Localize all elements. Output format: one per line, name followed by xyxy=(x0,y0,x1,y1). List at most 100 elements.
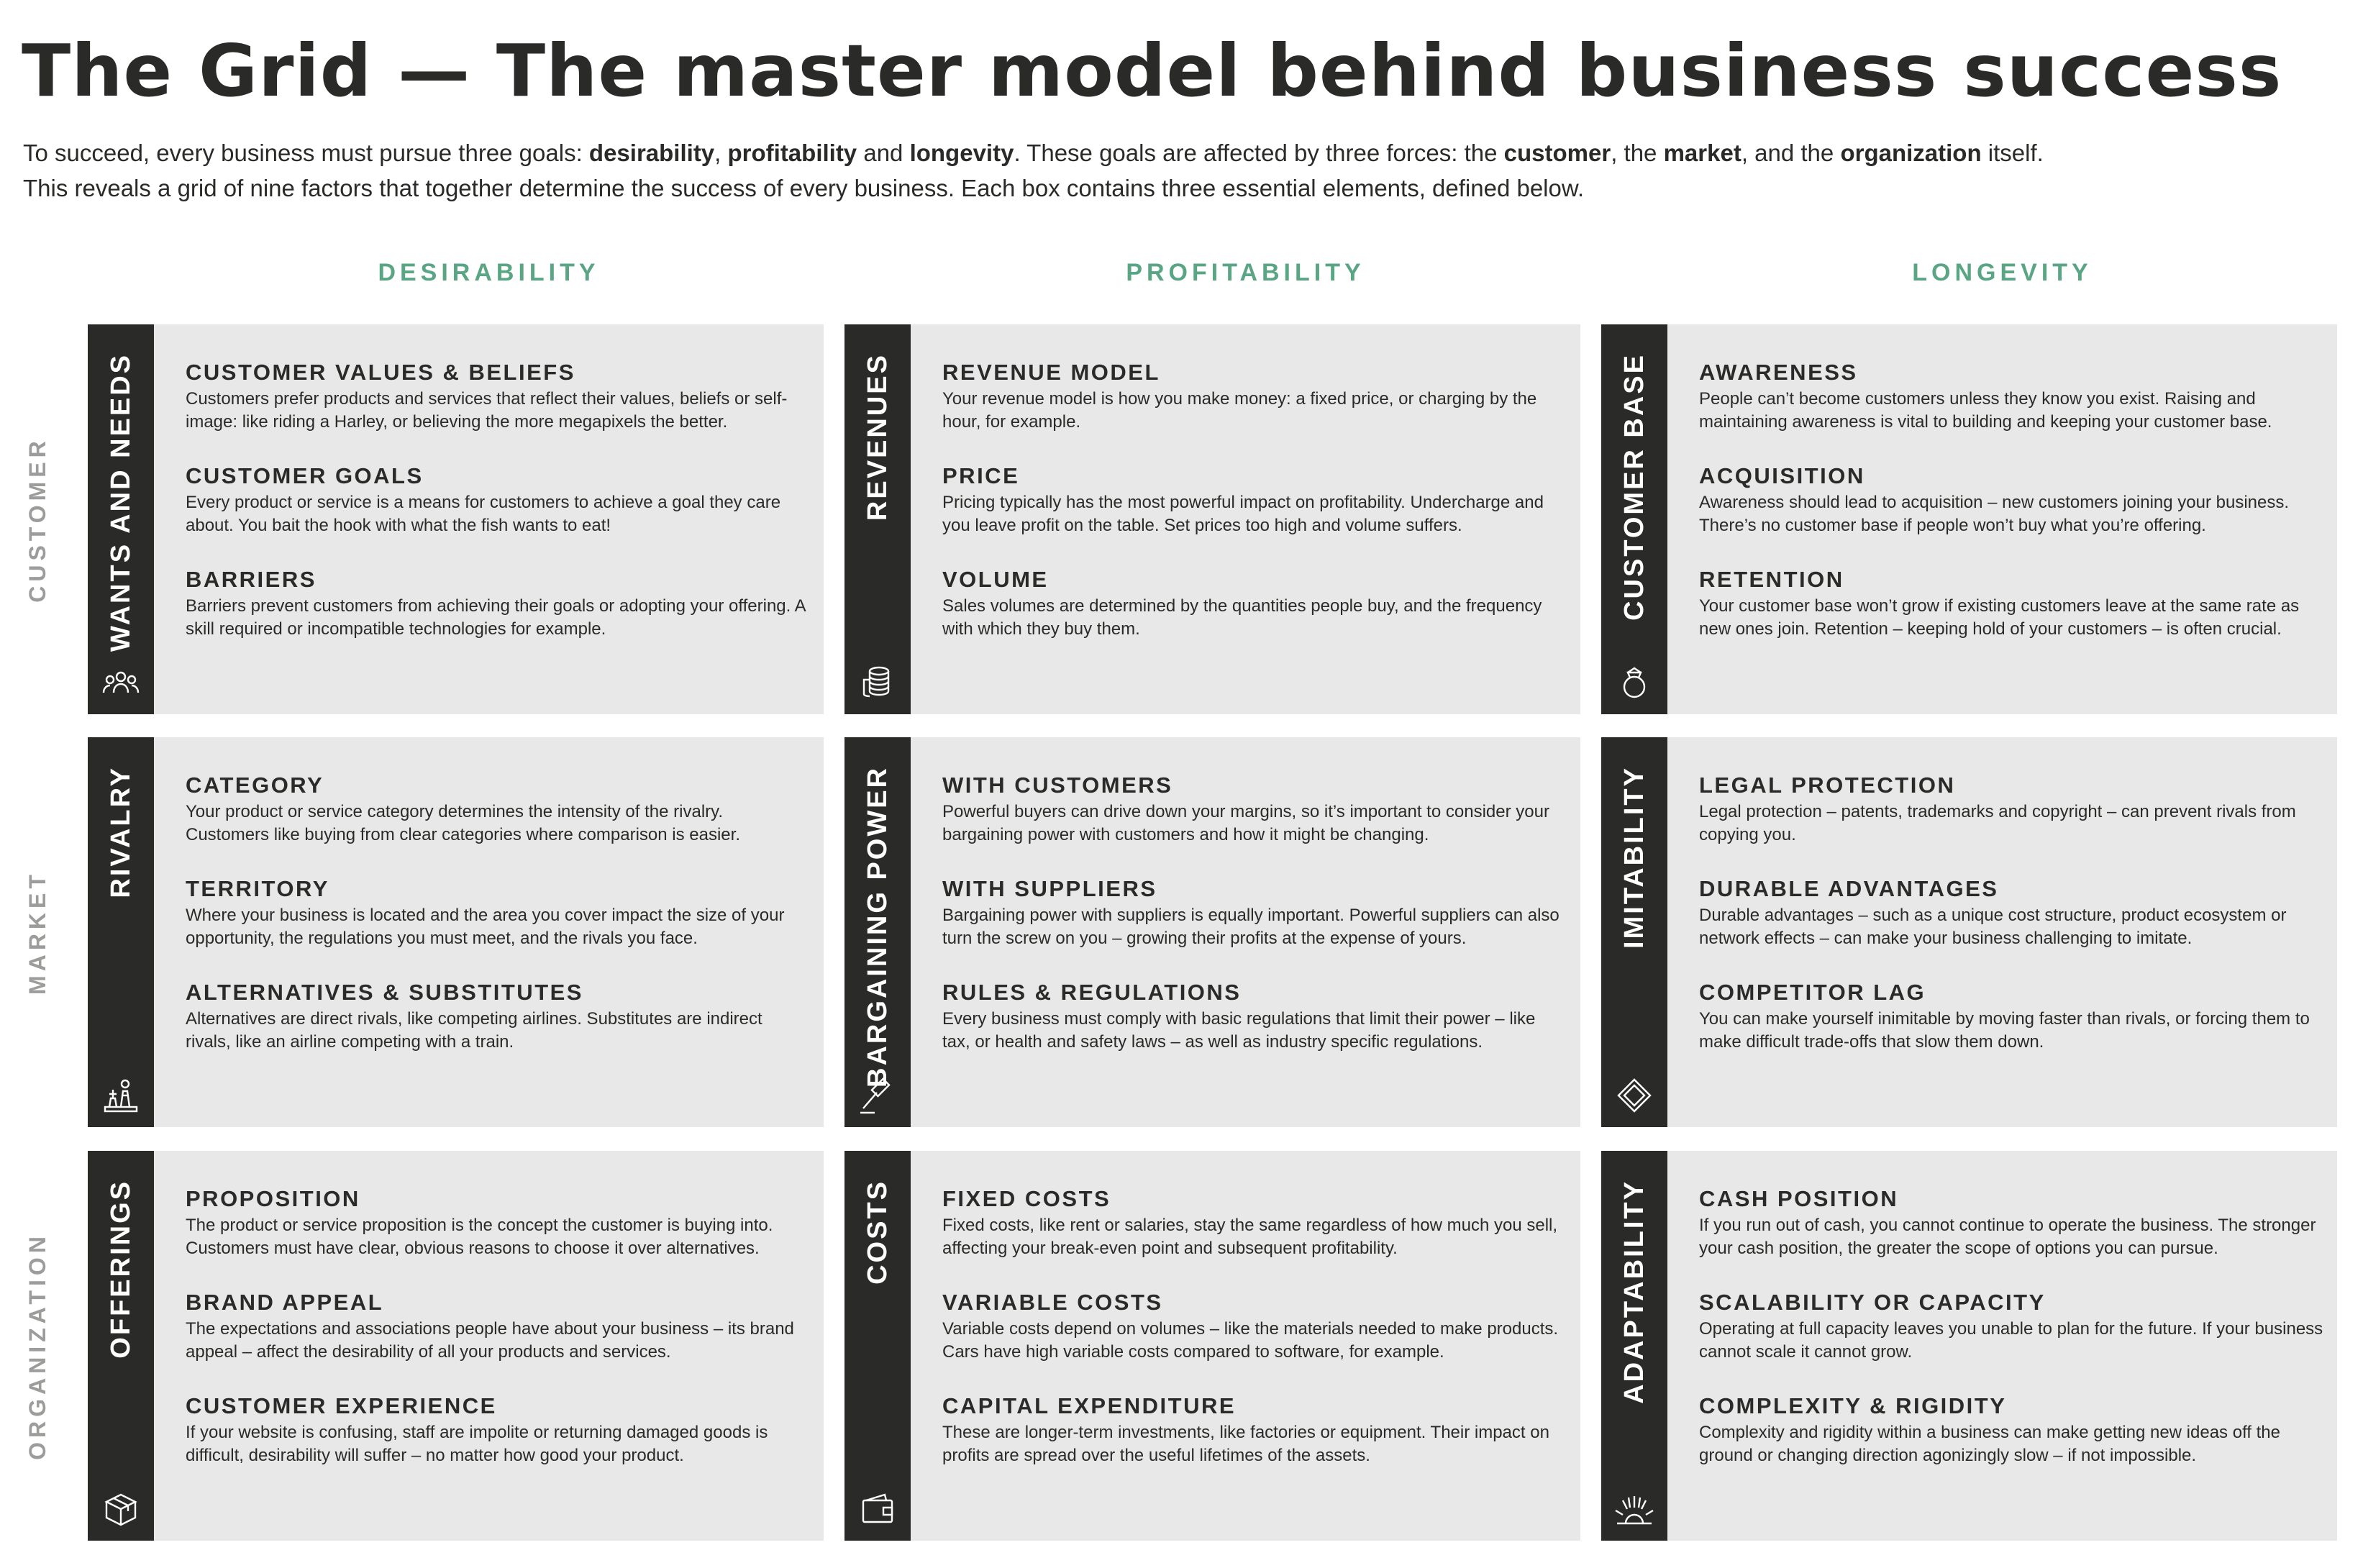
grid-cell-customer-base: CUSTOMER BASE AWARENESS People can’t becom… xyxy=(1601,324,2337,714)
element-title: CUSTOMER EXPERIENCE xyxy=(186,1393,497,1418)
element-item: BARRIERS Barriers prevent customers from … xyxy=(186,566,811,670)
row-header-organization: ORGANIZATION xyxy=(23,1151,52,1541)
element-description: Bargaining power with suppliers is equal… xyxy=(942,906,1560,948)
column-header-desirability: DESIRABILITY xyxy=(378,259,600,286)
element-description: If your website is confusing, staff are … xyxy=(186,1423,768,1465)
element-description: Barriers prevent customers from achievin… xyxy=(186,596,806,639)
intro-line-2: This reveals a grid of nine factors that… xyxy=(23,175,1585,201)
diamond-icon xyxy=(1614,1075,1654,1116)
element-description: Your customer base won’t grow if existin… xyxy=(1699,596,2300,639)
sunrise-icon xyxy=(1614,1489,1654,1529)
grid-cell-adaptability: ADAPTABILITY CASH POSITION If you run out … xyxy=(1601,1151,2337,1541)
element-item: LEGAL PROTECTION Legal protection – paten… xyxy=(1699,772,2324,875)
cell-elements: CATEGORY Your product or service category… xyxy=(186,772,811,1082)
cell-label: REVENUES xyxy=(862,353,893,521)
cell-side-bar: REVENUES xyxy=(844,324,911,714)
cell-side-bar: RIVALRY xyxy=(88,737,154,1127)
grid-cell-imitability: IMITABILITY LEGAL PROTECTION Legal protect… xyxy=(1601,737,2337,1127)
element-item: CUSTOMER GOALS Every product or service i… xyxy=(186,462,811,566)
cell-side-bar: IMITABILITY xyxy=(1601,737,1667,1127)
element-description: You can make yourself inimitable by movi… xyxy=(1699,1009,2310,1052)
element-description: These are longer-term investments, like … xyxy=(942,1423,1549,1465)
grid-cell-costs: COSTS FIXED COSTS Fixed costs, like rent o… xyxy=(844,1151,1580,1541)
element-title: CUSTOMER VALUES & BELIEFS xyxy=(186,360,575,385)
element-description: Legal protection – patents, trademarks a… xyxy=(1699,802,2296,844)
element-description: Customers prefer products and services t… xyxy=(186,389,788,432)
element-description: Your product or service category determi… xyxy=(186,802,740,844)
element-item: WITH CUSTOMERS Powerful buyers can drive … xyxy=(942,772,1567,875)
intro-segment: To succeed, every business must pursue t… xyxy=(23,140,589,166)
intro-keyword: desirability xyxy=(588,140,715,166)
element-title: DURABLE ADVANTAGES xyxy=(1699,876,1999,901)
element-title: COMPETITOR LAG xyxy=(1699,980,1926,1005)
cell-label: ADAPTABILITY xyxy=(1619,1180,1649,1404)
element-description: Awareness should lead to acquisition – n… xyxy=(1699,493,2290,535)
element-item: ALTERNATIVES & SUBSTITUTES Alternatives a… xyxy=(186,979,811,1082)
people-icon xyxy=(101,662,141,703)
intro-keyword: profitability xyxy=(727,140,857,166)
element-description: The expectations and associations people… xyxy=(186,1319,794,1362)
row-header-label: MARKET xyxy=(24,870,50,995)
intro-segment: itself. xyxy=(1981,140,2044,166)
cell-side-bar: ADAPTABILITY xyxy=(1601,1151,1667,1541)
element-title: ALTERNATIVES & SUBSTITUTES xyxy=(186,980,583,1005)
element-description: Alternatives are direct rivals, like com… xyxy=(186,1009,762,1052)
element-item: BRAND APPEAL The expectations and associa… xyxy=(186,1289,811,1392)
element-description: Every product or service is a means for … xyxy=(186,493,781,535)
cell-elements: REVENUE MODEL Your revenue model is how y… xyxy=(942,359,1567,670)
box-icon xyxy=(101,1489,141,1529)
intro-text: To succeed, every business must pursue t… xyxy=(23,135,2339,206)
element-description: If you run out of cash, you cannot conti… xyxy=(1699,1216,2316,1258)
element-description: Durable advantages – such as a unique co… xyxy=(1699,906,2287,948)
element-item: PRICE Pricing typically has the most powe… xyxy=(942,462,1567,566)
element-title: REVENUE MODEL xyxy=(942,360,1160,385)
element-item: VOLUME Sales volumes are determined by th… xyxy=(942,566,1567,670)
row-header-customer: CUSTOMER xyxy=(23,324,52,714)
element-description: Every business must comply with basic re… xyxy=(942,1009,1536,1052)
intro-segment: and xyxy=(857,140,910,166)
element-title: RULES & REGULATIONS xyxy=(942,980,1242,1005)
intro-keyword: organization xyxy=(1840,140,1982,166)
grid-cell-revenues: REVENUES REVENUE MODEL Your revenue model … xyxy=(844,324,1580,714)
wallet-icon xyxy=(857,1489,898,1529)
row-header-label: CUSTOMER xyxy=(24,436,50,603)
element-item: CASH POSITION If you run out of cash, you… xyxy=(1699,1185,2324,1289)
cell-elements: CUSTOMER VALUES & BELIEFS Customers prefe… xyxy=(186,359,811,670)
element-item: CATEGORY Your product or service category… xyxy=(186,772,811,875)
ring-icon xyxy=(1614,662,1654,703)
cell-label: IMITABILITY xyxy=(1619,766,1649,949)
intro-keyword: market xyxy=(1663,140,1741,166)
element-item: ACQUISITION Awareness should lead to acqu… xyxy=(1699,462,2324,566)
intro-keyword: customer xyxy=(1503,140,1611,166)
cell-side-bar: OFFERINGS xyxy=(88,1151,154,1541)
element-title: COMPLEXITY & RIGIDITY xyxy=(1699,1393,2007,1418)
element-description: Where your business is located and the a… xyxy=(186,906,785,948)
element-description: Pricing typically has the most powerful … xyxy=(942,493,1544,535)
element-description: People can’t become customers unless the… xyxy=(1699,389,2272,432)
cell-label: BARGAINING POWER xyxy=(862,766,893,1088)
element-item: REVENUE MODEL Your revenue model is how y… xyxy=(942,359,1567,462)
element-item: DURABLE ADVANTAGES Durable advantages – s… xyxy=(1699,875,2324,979)
element-item: RULES & REGULATIONS Every business must c… xyxy=(942,979,1567,1082)
element-description: Complexity and rigidity within a busines… xyxy=(1699,1423,2280,1465)
element-title: CAPITAL EXPENDITURE xyxy=(942,1393,1237,1418)
cell-label: OFFERINGS xyxy=(106,1180,136,1359)
element-description: The product or service proposition is th… xyxy=(186,1216,773,1258)
element-title: BARRIERS xyxy=(186,567,317,592)
cell-side-bar: WANTS AND NEEDS xyxy=(88,324,154,714)
element-description: Fixed costs, like rent or salaries, stay… xyxy=(942,1216,1558,1258)
element-item: AWARENESS People can’t become customers u… xyxy=(1699,359,2324,462)
element-description: Sales volumes are determined by the quan… xyxy=(942,596,1542,639)
intro-line-1: To succeed, every business must pursue t… xyxy=(23,135,2339,170)
cell-label: RIVALRY xyxy=(106,766,136,898)
cell-elements: CASH POSITION If you run out of cash, you… xyxy=(1699,1185,2324,1496)
element-description: Your revenue model is how you make money… xyxy=(942,389,1537,432)
element-item: COMPETITOR LAG You can make yourself inim… xyxy=(1699,979,2324,1082)
row-header-label: ORGANIZATION xyxy=(24,1231,50,1460)
element-title: WITH CUSTOMERS xyxy=(942,772,1173,798)
element-title: AWARENESS xyxy=(1699,360,1858,385)
element-description: Variable costs depend on volumes – like … xyxy=(942,1319,1559,1362)
element-title: ACQUISITION xyxy=(1699,463,1865,488)
element-item: PROPOSITION The product or service propos… xyxy=(186,1185,811,1289)
element-item: CUSTOMER EXPERIENCE If your website is co… xyxy=(186,1392,811,1496)
